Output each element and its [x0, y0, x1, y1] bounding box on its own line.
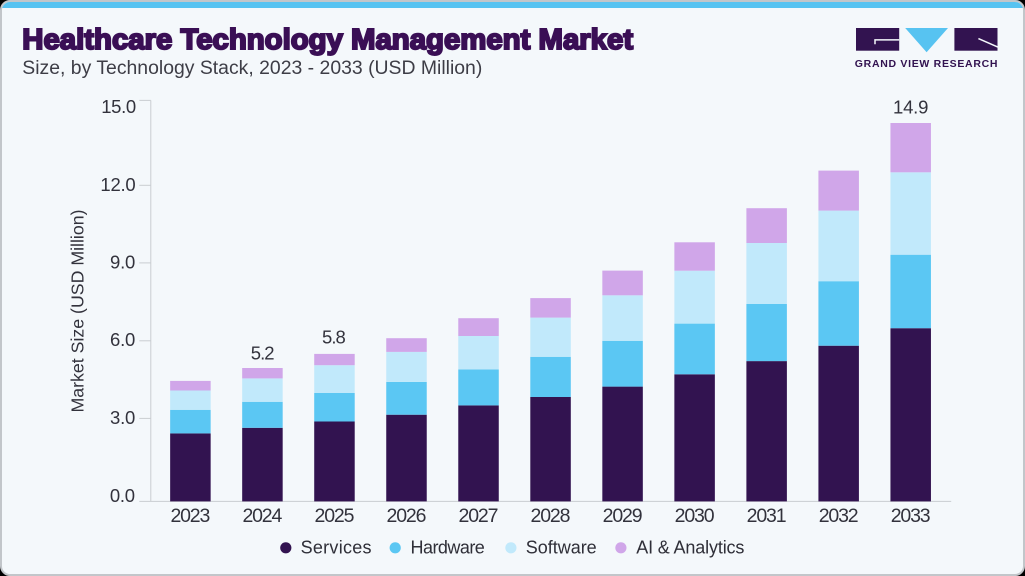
svg-text:5.8: 5.8 — [322, 326, 346, 347]
svg-text:Market Size (USD Million): Market Size (USD Million) — [68, 210, 88, 413]
svg-text:2030: 2030 — [675, 505, 715, 527]
svg-text:Software: Software — [526, 538, 597, 558]
svg-text:12.0: 12.0 — [100, 174, 135, 195]
svg-text:AI & Analytics: AI & Analytics — [636, 538, 744, 558]
svg-text:2026: 2026 — [387, 505, 427, 527]
svg-text:15.0: 15.0 — [101, 96, 136, 117]
svg-text:2028: 2028 — [531, 505, 571, 527]
svg-text:2023: 2023 — [170, 505, 210, 527]
svg-text:2031: 2031 — [747, 505, 787, 527]
svg-text:Healthcare Technology Manageme: Healthcare Technology Management Market — [22, 24, 633, 56]
svg-text:0.0: 0.0 — [110, 485, 135, 506]
svg-text:Size, by Technology Stack, 202: Size, by Technology Stack, 2023 - 2033 (… — [22, 58, 482, 79]
svg-text:2027: 2027 — [459, 505, 499, 527]
svg-text:2024: 2024 — [242, 505, 282, 527]
svg-text:2025: 2025 — [315, 505, 355, 527]
svg-text:14.9: 14.9 — [893, 96, 928, 117]
svg-text:2032: 2032 — [819, 505, 859, 527]
svg-text:3.0: 3.0 — [110, 407, 135, 428]
svg-text:2033: 2033 — [891, 505, 931, 527]
svg-text:5.2: 5.2 — [251, 342, 275, 363]
svg-text:2029: 2029 — [603, 505, 643, 527]
svg-text:6.0: 6.0 — [110, 329, 135, 350]
svg-text:9.0: 9.0 — [110, 252, 135, 273]
svg-text:Services: Services — [301, 538, 372, 558]
svg-text:Hardware: Hardware — [411, 538, 485, 558]
svg-text:GRAND VIEW RESEARCH: GRAND VIEW RESEARCH — [855, 58, 998, 70]
